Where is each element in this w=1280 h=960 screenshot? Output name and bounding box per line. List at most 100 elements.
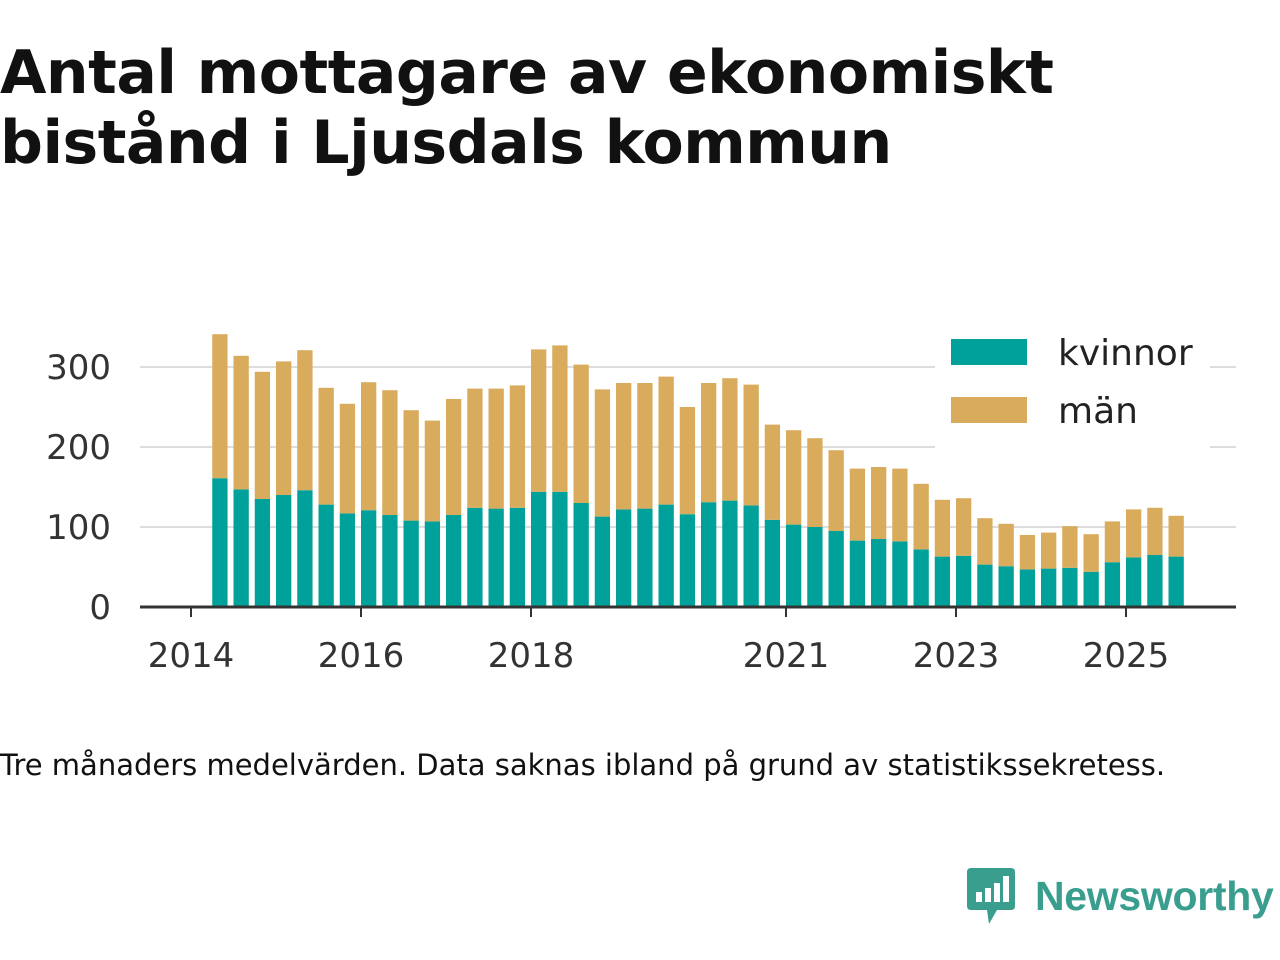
bar-kvinnor[interactable] <box>637 508 653 607</box>
bar-kvinnor[interactable] <box>531 491 547 607</box>
bar-män[interactable] <box>1041 532 1057 569</box>
bar-kvinnor[interactable] <box>828 531 844 607</box>
bar-kvinnor[interactable] <box>297 490 313 607</box>
bar-kvinnor[interactable] <box>233 489 249 607</box>
bar-män[interactable] <box>212 334 228 479</box>
bar-män[interactable] <box>1147 507 1163 555</box>
bar-män[interactable] <box>552 345 568 492</box>
bar-män[interactable] <box>616 383 632 510</box>
bar-män[interactable] <box>637 383 653 509</box>
bar-män[interactable] <box>573 364 589 503</box>
bar-kvinnor[interactable] <box>1083 571 1099 607</box>
bar-kvinnor[interactable] <box>1062 567 1078 607</box>
bar-män[interactable] <box>446 399 462 515</box>
bar-kvinnor[interactable] <box>1041 568 1057 607</box>
bar-män[interactable] <box>722 378 738 501</box>
bar-kvinnor[interactable] <box>276 495 292 607</box>
bar-kvinnor[interactable] <box>1019 569 1036 607</box>
bar-män[interactable] <box>594 389 611 517</box>
bar-män[interactable] <box>488 388 504 509</box>
bar-kvinnor[interactable] <box>212 478 228 607</box>
bar-män[interactable] <box>807 438 823 527</box>
legend-swatch-kvinnor[interactable] <box>951 339 1027 365</box>
bar-män[interactable] <box>1104 521 1121 563</box>
bar-kvinnor[interactable] <box>679 514 696 607</box>
legend-swatch-män[interactable] <box>951 397 1027 423</box>
bar-kvinnor[interactable] <box>382 515 398 607</box>
bar-män[interactable] <box>956 498 972 556</box>
bar-män[interactable] <box>977 518 993 565</box>
bar-kvinnor[interactable] <box>467 507 483 607</box>
bar-män[interactable] <box>849 468 866 541</box>
x-tick-label: 2025 <box>1083 636 1170 676</box>
bar-män[interactable] <box>934 499 951 557</box>
bar-kvinnor[interactable] <box>573 503 589 607</box>
bar-kvinnor[interactable] <box>786 524 802 607</box>
bar-män[interactable] <box>297 350 313 491</box>
bar-kvinnor[interactable] <box>743 505 759 607</box>
bar-män[interactable] <box>276 361 292 495</box>
bar-män[interactable] <box>1019 535 1036 570</box>
bar-kvinnor[interactable] <box>594 516 611 607</box>
bar-män[interactable] <box>233 355 249 490</box>
bar-kvinnor[interactable] <box>616 509 632 607</box>
bar-kvinnor[interactable] <box>807 527 823 607</box>
bar-kvinnor[interactable] <box>977 564 993 607</box>
bar-män[interactable] <box>424 420 441 522</box>
bar-kvinnor[interactable] <box>956 555 972 607</box>
bar-män[interactable] <box>786 430 802 525</box>
bar-kvinnor[interactable] <box>488 508 504 607</box>
bar-kvinnor[interactable] <box>1168 556 1184 607</box>
bar-män[interactable] <box>1062 526 1078 568</box>
bar-män[interactable] <box>679 407 696 515</box>
bar-kvinnor[interactable] <box>701 502 717 607</box>
bar-kvinnor[interactable] <box>254 499 271 607</box>
bar-män[interactable] <box>361 382 377 511</box>
bar-kvinnor[interactable] <box>1147 555 1163 607</box>
bar-kvinnor[interactable] <box>361 510 377 607</box>
bar-kvinnor[interactable] <box>722 500 738 607</box>
bar-män[interactable] <box>743 384 759 506</box>
bar-kvinnor[interactable] <box>934 556 951 607</box>
newsworthy-logo[interactable]: Newsworthy <box>965 866 1274 926</box>
bar-kvinnor[interactable] <box>849 540 866 607</box>
bar-kvinnor[interactable] <box>403 520 419 607</box>
bar-män[interactable] <box>892 468 908 542</box>
bar-män[interactable] <box>1083 534 1099 572</box>
x-tick-label: 2016 <box>318 636 405 676</box>
bar-män[interactable] <box>531 349 547 492</box>
bar-män[interactable] <box>871 467 887 539</box>
bar-kvinnor[interactable] <box>509 507 526 607</box>
bar-män[interactable] <box>467 388 483 508</box>
bar-kvinnor[interactable] <box>658 504 674 607</box>
bar-män[interactable] <box>658 376 674 505</box>
bar-kvinnor[interactable] <box>764 519 781 607</box>
bar-män[interactable] <box>254 371 271 499</box>
bar-kvinnor[interactable] <box>424 521 441 607</box>
bar-kvinnor[interactable] <box>913 549 929 607</box>
bar-män[interactable] <box>509 385 526 508</box>
bar-kvinnor[interactable] <box>339 513 356 607</box>
bar-män[interactable] <box>828 450 844 531</box>
bar-kvinnor[interactable] <box>446 515 462 607</box>
bar-kvinnor[interactable] <box>1104 562 1121 607</box>
bar-män[interactable] <box>913 483 929 550</box>
bar-män[interactable] <box>382 390 398 515</box>
bar-kvinnor[interactable] <box>552 491 568 607</box>
bar-män[interactable] <box>339 403 356 514</box>
legend-label-kvinnor[interactable]: kvinnor <box>1058 333 1193 374</box>
bar-män[interactable] <box>318 387 334 505</box>
bar-kvinnor[interactable] <box>871 539 887 607</box>
bar-män[interactable] <box>403 410 419 521</box>
bar-män[interactable] <box>701 383 717 503</box>
bar-kvinnor[interactable] <box>318 504 334 607</box>
bar-kvinnor[interactable] <box>892 541 908 607</box>
legend-label-män[interactable]: män <box>1058 391 1138 432</box>
bar-män[interactable] <box>1126 509 1142 558</box>
bar-män[interactable] <box>764 424 781 520</box>
bar-män[interactable] <box>1168 515 1184 557</box>
bar-kvinnor[interactable] <box>998 566 1014 607</box>
legend[interactable]: kvinnor män <box>935 322 1210 450</box>
bar-män[interactable] <box>998 523 1014 567</box>
bar-kvinnor[interactable] <box>1126 557 1142 607</box>
